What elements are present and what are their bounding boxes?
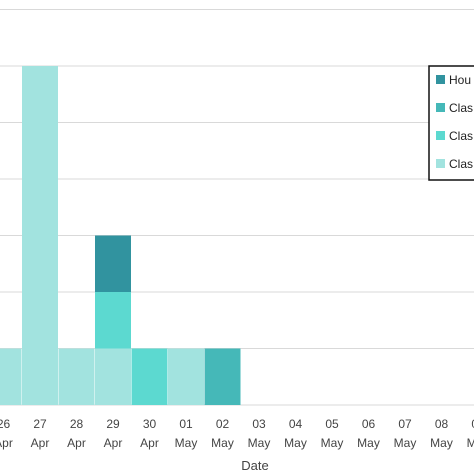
legend-swatch xyxy=(436,75,445,84)
gridlines xyxy=(0,9,474,406)
bars xyxy=(0,66,241,405)
x-tick-month: Apr xyxy=(140,436,159,450)
x-tick-labels: 26 Apr 27 Apr 28 Apr 29 Apr 30 Apr 01 May 02 May 03 May… xyxy=(0,417,474,450)
x-tick-month: May xyxy=(394,436,417,450)
x-tick-month: Apr xyxy=(67,436,86,450)
x-tick-month: May xyxy=(211,436,234,450)
bar-segment xyxy=(58,348,95,405)
x-tick-day: 07 xyxy=(398,417,412,431)
bar-segment xyxy=(95,292,131,349)
x-tick-day: 04 xyxy=(289,417,303,431)
bar-segment xyxy=(22,66,58,405)
x-tick-day: 01 xyxy=(179,417,193,431)
x-tick-month: May xyxy=(467,436,474,450)
x-tick-day: 05 xyxy=(325,417,339,431)
x-tick-month: May xyxy=(248,436,271,450)
x-tick-month: May xyxy=(357,436,380,450)
x-tick-day: 27 xyxy=(33,417,47,431)
x-tick-day: 26 xyxy=(0,417,10,431)
bar-segment xyxy=(131,348,168,405)
x-tick-day: 29 xyxy=(106,417,120,431)
x-axis-title: Date xyxy=(241,458,268,473)
x-tick-day: 08 xyxy=(435,417,449,431)
legend: Hou Clas Clas Clas xyxy=(428,65,474,181)
x-tick-day: 02 xyxy=(216,417,230,431)
x-tick-day: 30 xyxy=(143,417,157,431)
legend-label: Hou xyxy=(449,73,471,87)
x-tick-month: Apr xyxy=(31,436,50,450)
bar-segment xyxy=(95,348,131,405)
legend-label: Clas xyxy=(449,157,473,171)
x-tick-month: May xyxy=(430,436,453,450)
x-tick-month: May xyxy=(284,436,307,450)
x-tick-day: 03 xyxy=(252,417,266,431)
legend-label: Clas xyxy=(449,101,473,115)
x-tick-day: 09 xyxy=(471,417,474,431)
bar-segment xyxy=(0,348,22,405)
bar-segment xyxy=(95,235,131,292)
legend-swatch xyxy=(436,103,445,112)
legend-swatch xyxy=(436,131,445,140)
x-tick-day: 28 xyxy=(70,417,84,431)
bar-segment xyxy=(168,348,204,405)
legend-swatch xyxy=(436,159,445,168)
bar-segment xyxy=(204,348,241,405)
legend-label: Clas xyxy=(449,129,473,143)
x-tick-month: Apr xyxy=(0,436,13,450)
x-tick-month: May xyxy=(175,436,198,450)
x-tick-month: May xyxy=(321,436,344,450)
x-tick-month: Apr xyxy=(104,436,123,450)
x-tick-day: 06 xyxy=(362,417,376,431)
